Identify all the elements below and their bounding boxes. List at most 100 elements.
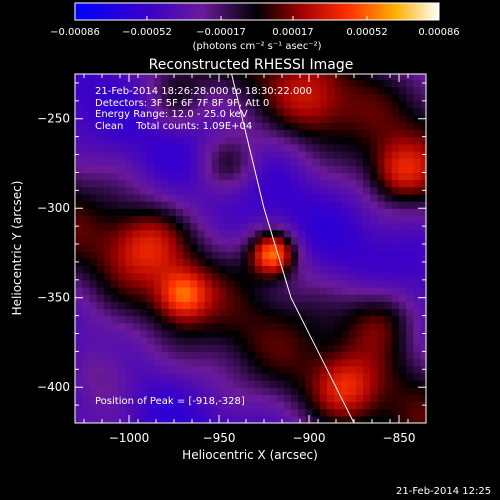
heatmap-cell bbox=[377, 286, 386, 295]
heatmap-cell bbox=[197, 186, 206, 195]
heatmap-cell bbox=[118, 387, 126, 395]
heatmap-cell bbox=[255, 415, 263, 423]
heatmap-cell bbox=[327, 337, 335, 345]
heatmap-cell bbox=[132, 93, 141, 102]
heatmap-cell bbox=[125, 329, 134, 338]
heatmap-cell bbox=[183, 172, 191, 181]
heatmap-cell bbox=[384, 294, 393, 302]
heatmap-cell bbox=[211, 258, 220, 267]
heatmap-cell bbox=[305, 358, 314, 367]
heatmap-cell bbox=[355, 150, 364, 159]
heatmap-cell bbox=[269, 215, 278, 224]
heatmap-cell bbox=[96, 286, 105, 295]
heatmap-cell bbox=[211, 408, 220, 417]
heatmap-cell bbox=[355, 93, 364, 102]
heatmap-cell bbox=[175, 387, 184, 395]
heatmap-cell bbox=[154, 215, 162, 224]
x-tick-label: −900 bbox=[293, 431, 326, 445]
heatmap-cell bbox=[305, 351, 314, 360]
heatmap-cell bbox=[399, 415, 407, 423]
heatmap-cell bbox=[298, 129, 306, 138]
heatmap-cell bbox=[384, 93, 393, 102]
heatmap-cell bbox=[341, 308, 350, 317]
heatmap-cell bbox=[247, 265, 256, 274]
heatmap-cell bbox=[183, 380, 191, 388]
heatmap-cell bbox=[82, 279, 90, 288]
heatmap-cell bbox=[183, 286, 191, 295]
heatmap-cell bbox=[111, 329, 119, 338]
heatmap-cell bbox=[204, 294, 213, 302]
heatmap-cell bbox=[147, 193, 155, 202]
heatmap-cell bbox=[125, 115, 134, 123]
heatmap-cell bbox=[276, 193, 285, 202]
heatmap-cell bbox=[312, 115, 321, 123]
heatmap-cell bbox=[75, 86, 83, 95]
heatmap-cell bbox=[413, 401, 422, 410]
heatmap-cell bbox=[197, 236, 206, 245]
heatmap-cell bbox=[168, 165, 177, 174]
heatmap-cell bbox=[334, 408, 342, 417]
heatmap-cell bbox=[348, 158, 357, 166]
heatmap-cell bbox=[319, 322, 328, 331]
heatmap-cell bbox=[211, 387, 220, 395]
heatmap-cell bbox=[276, 143, 285, 152]
heatmap-cell bbox=[377, 337, 386, 345]
heatmap-cell bbox=[399, 294, 407, 302]
heatmap-cell bbox=[125, 229, 134, 238]
heatmap-cell bbox=[348, 186, 357, 195]
heatmap-cell bbox=[341, 129, 350, 138]
heatmap-cell bbox=[262, 93, 270, 102]
heatmap-cell bbox=[420, 236, 426, 245]
heatmap-cell bbox=[125, 315, 134, 324]
heatmap-cell bbox=[391, 74, 400, 80]
heatmap-cell bbox=[154, 372, 162, 381]
heatmap-cell bbox=[175, 150, 184, 159]
heatmap-cell bbox=[298, 193, 306, 202]
heatmap-cell bbox=[319, 115, 328, 123]
heatmap-cell bbox=[118, 272, 126, 281]
heatmap-cell bbox=[262, 115, 270, 123]
heatmap-cell bbox=[111, 193, 119, 202]
heatmap-cell bbox=[132, 401, 141, 410]
heatmap-cell bbox=[168, 115, 177, 123]
heatmap-cell bbox=[305, 380, 314, 388]
heatmap-cell bbox=[384, 215, 393, 224]
heatmap-cell bbox=[219, 258, 227, 267]
heatmap-cell bbox=[298, 358, 306, 367]
heatmap-cell bbox=[327, 315, 335, 324]
heatmap-cell bbox=[355, 380, 364, 388]
heatmap-cell bbox=[247, 294, 256, 302]
heatmap-cell bbox=[348, 222, 357, 231]
heatmap-cell bbox=[147, 279, 155, 288]
heatmap-cell bbox=[420, 129, 426, 138]
heatmap-cell bbox=[276, 229, 285, 238]
heatmap-cell bbox=[334, 122, 342, 131]
heatmap-cell bbox=[147, 165, 155, 174]
heatmap-cell bbox=[255, 129, 263, 138]
heatmap-cell bbox=[406, 215, 414, 224]
heatmap-cell bbox=[154, 236, 162, 245]
heatmap-cell bbox=[377, 415, 386, 423]
heatmap-cell bbox=[118, 286, 126, 295]
heatmap-cell bbox=[370, 86, 378, 95]
heatmap-cell bbox=[240, 365, 249, 374]
heatmap-cell bbox=[348, 294, 357, 302]
heatmap-cell bbox=[154, 122, 162, 131]
heatmap-cell bbox=[111, 129, 119, 138]
heatmap-cell bbox=[96, 351, 105, 360]
heatmap-cell bbox=[255, 408, 263, 417]
heatmap-cell bbox=[147, 394, 155, 403]
heatmap-cell bbox=[341, 158, 350, 166]
heatmap-cell bbox=[139, 322, 148, 331]
heatmap-cell bbox=[183, 143, 191, 152]
heatmap-cell bbox=[125, 165, 134, 174]
heatmap-cell bbox=[276, 222, 285, 231]
heatmap-cell bbox=[197, 365, 206, 374]
heatmap-cell bbox=[154, 358, 162, 367]
heatmap-cell bbox=[233, 136, 242, 145]
heatmap-cell bbox=[204, 251, 213, 259]
heatmap-cell bbox=[204, 129, 213, 138]
heatmap-cell bbox=[291, 150, 299, 159]
peak-position-label: Position of Peak = [-918,-328] bbox=[95, 396, 245, 407]
heatmap-cell bbox=[391, 215, 400, 224]
